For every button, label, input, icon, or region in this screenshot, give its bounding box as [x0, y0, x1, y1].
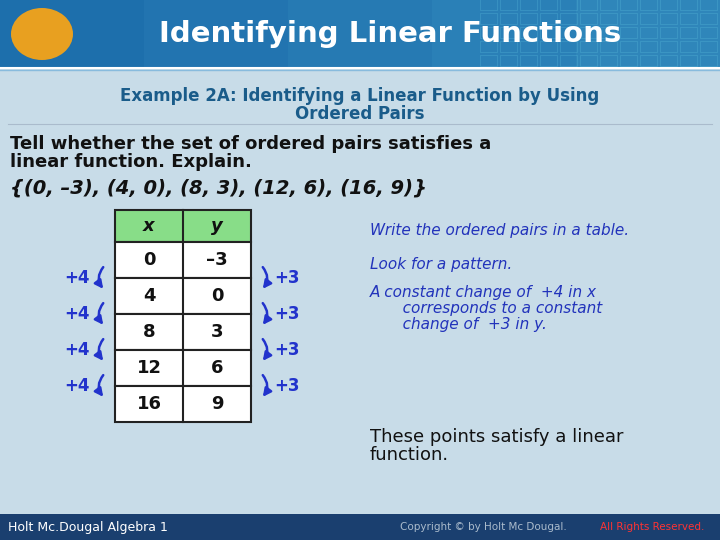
- Text: +3: +3: [274, 341, 300, 359]
- Text: +3: +3: [274, 269, 300, 287]
- Text: +4: +4: [64, 305, 90, 323]
- Text: x: x: [143, 217, 155, 235]
- FancyBboxPatch shape: [0, 0, 720, 68]
- Text: Example 2A: Identifying a Linear Function by Using: Example 2A: Identifying a Linear Functio…: [120, 87, 600, 105]
- Text: +4: +4: [64, 377, 90, 395]
- Text: +4: +4: [64, 341, 90, 359]
- Text: 9: 9: [211, 395, 223, 413]
- Text: +3: +3: [274, 377, 300, 395]
- Text: {(0, –3), (4, 0), (8, 3), (12, 6), (16, 9)}: {(0, –3), (4, 0), (8, 3), (12, 6), (16, …: [10, 179, 427, 198]
- Text: A constant change of  +4 in x: A constant change of +4 in x: [370, 285, 597, 300]
- Text: 16: 16: [137, 395, 161, 413]
- Text: Holt Mc.Dougal Algebra 1: Holt Mc.Dougal Algebra 1: [8, 521, 168, 534]
- Text: 12: 12: [137, 359, 161, 377]
- Text: –3: –3: [206, 251, 228, 269]
- FancyBboxPatch shape: [115, 210, 251, 242]
- Text: Copyright © by Holt Mc Dougal.: Copyright © by Holt Mc Dougal.: [400, 522, 570, 532]
- Text: corresponds to a constant: corresponds to a constant: [388, 300, 602, 315]
- Text: 3: 3: [211, 323, 223, 341]
- Ellipse shape: [11, 8, 73, 60]
- FancyBboxPatch shape: [288, 0, 432, 68]
- Text: Ordered Pairs: Ordered Pairs: [295, 105, 425, 123]
- Text: linear function. Explain.: linear function. Explain.: [10, 153, 252, 171]
- Text: All Rights Reserved.: All Rights Reserved.: [600, 522, 704, 532]
- Text: change of  +3 in y.: change of +3 in y.: [388, 316, 547, 332]
- FancyBboxPatch shape: [115, 242, 251, 278]
- Text: Tell whether the set of ordered pairs satisfies a: Tell whether the set of ordered pairs sa…: [10, 135, 491, 153]
- Text: These points satisfy a linear: These points satisfy a linear: [370, 428, 624, 446]
- Text: 8: 8: [143, 323, 156, 341]
- Text: 6: 6: [211, 359, 223, 377]
- Text: function.: function.: [370, 446, 449, 464]
- Text: y: y: [211, 217, 223, 235]
- FancyBboxPatch shape: [144, 0, 288, 68]
- Text: 0: 0: [211, 287, 223, 305]
- Text: 4: 4: [143, 287, 156, 305]
- Text: Identifying Linear Functions: Identifying Linear Functions: [159, 20, 621, 48]
- Text: +3: +3: [274, 305, 300, 323]
- FancyBboxPatch shape: [115, 314, 251, 350]
- FancyBboxPatch shape: [115, 350, 251, 386]
- FancyBboxPatch shape: [0, 0, 144, 68]
- Text: Write the ordered pairs in a table.: Write the ordered pairs in a table.: [370, 222, 629, 238]
- FancyBboxPatch shape: [115, 386, 251, 422]
- Text: +4: +4: [64, 269, 90, 287]
- Text: 0: 0: [143, 251, 156, 269]
- FancyBboxPatch shape: [0, 514, 720, 540]
- FancyBboxPatch shape: [432, 0, 576, 68]
- Text: Look for a pattern.: Look for a pattern.: [370, 256, 512, 272]
- FancyBboxPatch shape: [576, 0, 720, 68]
- FancyBboxPatch shape: [115, 278, 251, 314]
